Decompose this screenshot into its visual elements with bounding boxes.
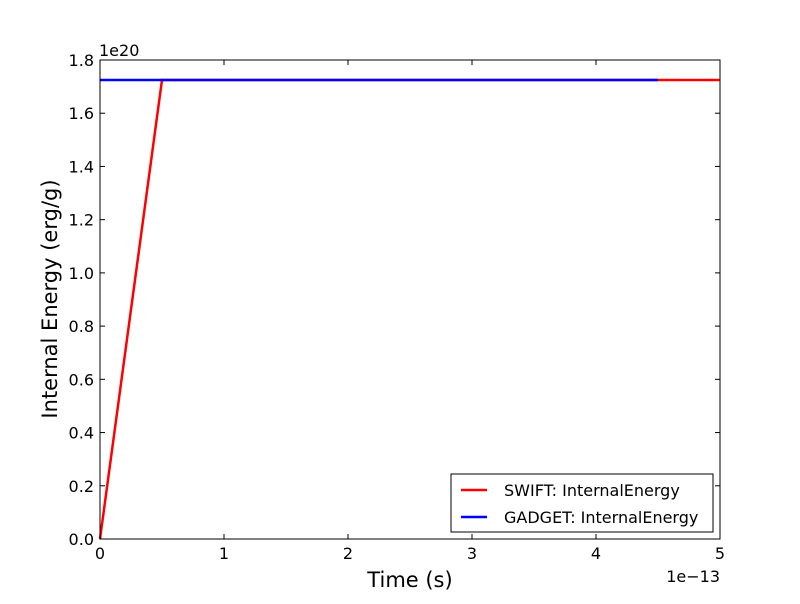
plot-frame	[99, 59, 721, 540]
series-layer	[98, 78, 720, 540]
legend-box	[450, 473, 714, 533]
x-tick-label: 5	[715, 544, 725, 563]
y-tick-label: 0.2	[69, 477, 94, 496]
y-axis-multiplier: 1e20	[99, 41, 139, 60]
y-tick-label: 0.0	[69, 530, 94, 549]
tick-layer: 0 1 2 3 4 5 0.0 0.2 0.4 0.6 0.8 1.0 1.2 1.4 1.6 1.8	[69, 51, 726, 563]
y-tick-label: 0.4	[69, 424, 94, 443]
x-tick-label: 4	[591, 544, 601, 563]
legend: SWIFT: InternalEnergy GADGET: InternalEne…	[450, 473, 714, 533]
x-tick-label: 0	[95, 544, 105, 563]
y-tick-label: 1.6	[69, 104, 94, 123]
y-tick-label: 1.8	[69, 51, 94, 70]
x-tick-label: 3	[467, 544, 477, 563]
x-tick-label: 2	[343, 544, 353, 563]
y-tick-label: 1.0	[69, 264, 94, 283]
legend-label: GADGET: InternalEnergy	[504, 508, 698, 527]
y-tick-label: 1.4	[69, 157, 94, 176]
x-tick-label: 1	[219, 544, 229, 563]
y-tick-label: 1.2	[69, 211, 94, 230]
series-line-swift	[98, 78, 720, 540]
x-axis-label: Time (s)	[366, 568, 452, 592]
x-axis-multiplier: 1e−13	[666, 567, 720, 586]
legend-items: SWIFT: InternalEnergy GADGET: InternalEne…	[461, 481, 698, 527]
legend-label: SWIFT: InternalEnergy	[504, 481, 680, 500]
y-tick-label: 0.8	[69, 317, 94, 336]
y-tick-label: 0.6	[69, 370, 94, 389]
y-axis-label: Internal Energy (erg/g)	[38, 179, 62, 418]
